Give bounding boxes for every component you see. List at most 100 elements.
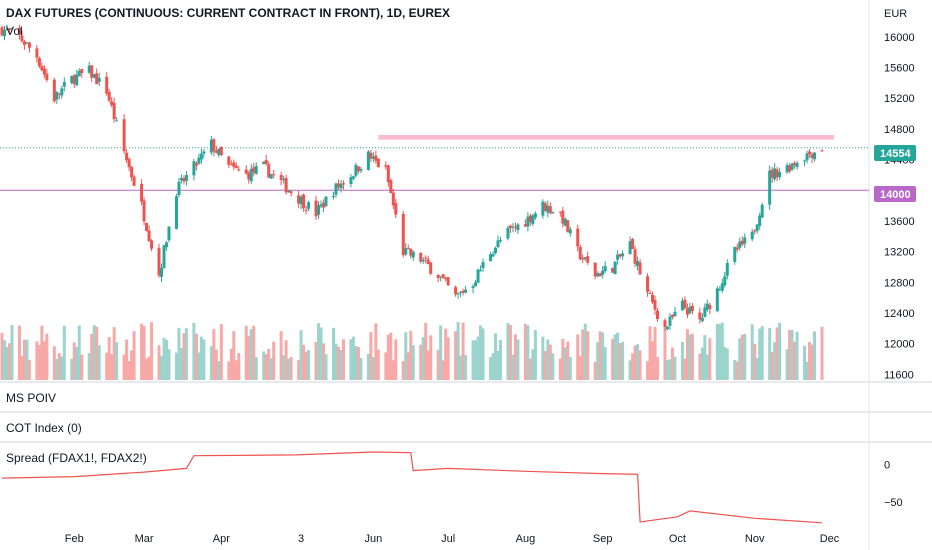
- volume-bar: [145, 358, 149, 380]
- volume-bar: [264, 354, 268, 380]
- volume-bar: [444, 328, 448, 380]
- price-tick-label: 13600: [884, 216, 915, 228]
- volume-bar: [401, 361, 405, 380]
- candle-body: [376, 158, 380, 168]
- candle-body: [576, 228, 580, 247]
- price-axis[interactable]: 1600015600152001480014400140001360013200…: [884, 32, 915, 381]
- candle-body: [700, 317, 704, 322]
- volume-bar: [616, 332, 620, 380]
- time-tick-label: Aug: [516, 533, 536, 545]
- volume-bar: [217, 361, 221, 380]
- volume-bar: [805, 361, 809, 380]
- candle-body: [60, 88, 64, 96]
- volume-bar: [52, 346, 56, 380]
- volume-bar: [279, 331, 283, 380]
- volume-bar: [150, 322, 154, 380]
- volume-bar: [688, 334, 692, 380]
- volume-bar: [646, 361, 650, 380]
- candle-body: [356, 166, 360, 172]
- candle-body: [768, 170, 772, 205]
- candle-body: [105, 76, 109, 94]
- volume-bar: [2, 340, 6, 380]
- volume-bar: [177, 327, 181, 380]
- level-tag-text: 14000: [880, 189, 911, 201]
- volume-bar: [10, 325, 14, 380]
- volume-bar: [613, 334, 617, 380]
- volume-bar: [130, 350, 134, 380]
- volume-bar: [808, 342, 812, 380]
- time-tick-label: Feb: [65, 533, 84, 545]
- candle-body: [162, 245, 166, 268]
- volume-bar: [60, 356, 64, 380]
- volume-bar: [461, 322, 465, 380]
- volume-bar: [147, 356, 151, 380]
- volume-bar: [35, 341, 39, 380]
- candle-body: [680, 300, 684, 311]
- volume-bar: [611, 338, 615, 380]
- candle-body: [611, 268, 615, 273]
- candle-body: [401, 213, 405, 256]
- candle-body: [130, 166, 134, 178]
- candle-body: [586, 256, 590, 263]
- volume-bar: [508, 325, 512, 380]
- candle-body: [568, 229, 572, 234]
- candle-body: [581, 257, 585, 260]
- volume-bar: [690, 333, 694, 380]
- volume-bar: [356, 346, 360, 380]
- candle-body: [351, 176, 355, 179]
- candle-body: [302, 194, 306, 209]
- candle-body: [40, 66, 44, 71]
- volume-bar: [446, 337, 450, 380]
- candle-body: [803, 160, 807, 162]
- candle-body: [755, 224, 759, 231]
- candle-body: [459, 291, 463, 293]
- volume-bar: [57, 353, 61, 380]
- volume-bar: [561, 338, 565, 380]
- volume-bar: [621, 341, 625, 380]
- time-axis[interactable]: Feb Mar Apr 3 Jun Jul Aug Sep Oct Nov Dec: [65, 533, 840, 545]
- volume-bar: [269, 358, 273, 380]
- candle-body: [516, 224, 520, 231]
- volume-bar: [409, 330, 413, 380]
- volume-bar: [351, 336, 355, 380]
- volume-bar: [464, 355, 468, 380]
- candle-body: [454, 287, 458, 295]
- candle-body: [740, 240, 744, 245]
- volume-bar: [758, 328, 762, 380]
- candle-body: [479, 269, 483, 272]
- volume-bar: [436, 349, 440, 380]
- candle-body: [341, 183, 345, 185]
- candle-body: [45, 73, 49, 81]
- volume-bar: [566, 341, 570, 380]
- time-tick-label: 3: [298, 533, 304, 545]
- candle-body: [299, 196, 303, 205]
- candle-body: [673, 311, 677, 317]
- candle-body: [476, 269, 480, 283]
- volume-bar: [229, 348, 233, 380]
- volume-bar: [775, 327, 779, 380]
- volume-bar: [110, 354, 114, 380]
- candle-body: [653, 300, 657, 310]
- volume-bar: [334, 343, 338, 380]
- candle-body: [404, 248, 408, 255]
- volume-bar: [491, 353, 495, 380]
- candle-body: [307, 202, 311, 209]
- candle-body: [319, 204, 323, 207]
- candle-body: [209, 139, 213, 153]
- candle-body: [75, 74, 79, 86]
- candle-body: [419, 252, 423, 262]
- volume-bar: [733, 360, 737, 380]
- candle-body: [813, 152, 817, 160]
- volume-bar: [252, 325, 256, 380]
- volume-bar: [631, 353, 635, 380]
- volume-bar: [598, 331, 602, 380]
- volume-bar: [267, 349, 271, 380]
- candle-body: [87, 65, 91, 73]
- candle-body: [366, 151, 370, 171]
- volume-bar: [439, 325, 443, 380]
- candle-body: [179, 177, 183, 181]
- volume-bar: [194, 333, 198, 380]
- volume-bar: [262, 351, 266, 380]
- time-tick-label: Jul: [441, 533, 455, 545]
